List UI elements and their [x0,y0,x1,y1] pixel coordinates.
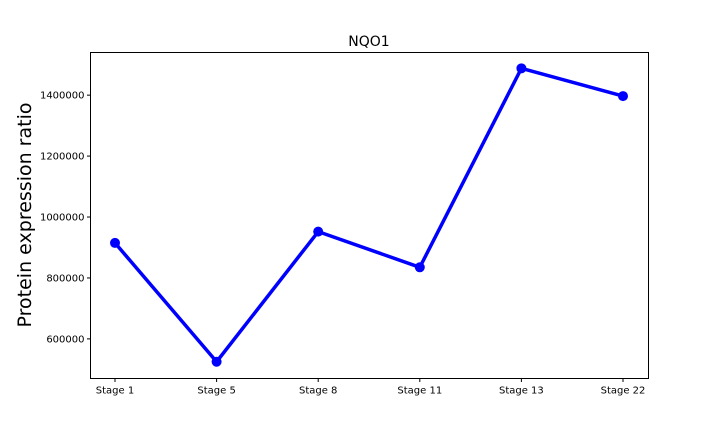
series-line [113,66,624,364]
y-tick-label: 600000 [46,334,84,345]
data-point [211,356,222,367]
y-tick-label: 1200000 [40,152,85,163]
x-axis: Stage 1 Stage 5 Stage 8 Stage 11 Stage 13 Sta… [96,378,646,397]
y-axis: 600000 800000 1000000 1200000 1400000 [40,91,91,345]
y-tick-label: 1400000 [40,91,85,102]
data-point [313,226,324,237]
x-tick-label: Stage 5 [197,386,235,397]
chart-title: NQO1 [348,34,389,50]
data-point [414,262,425,273]
data-point [110,237,120,248]
y-tick-label: 800000 [46,273,84,284]
data-point [516,63,527,74]
plot-area [90,52,649,379]
x-tick-label: Stage 1 [96,386,134,397]
y-axis-label: Protein expression ratio [14,103,36,328]
data-point [618,91,628,102]
series-group [110,63,628,367]
y-tick-label: 1000000 [40,213,85,224]
x-tick-label: Stage 8 [299,386,337,397]
x-tick-label: Stage 22 [601,386,646,397]
x-tick-label: Stage 11 [397,386,442,397]
x-tick-label: Stage 13 [499,386,544,397]
